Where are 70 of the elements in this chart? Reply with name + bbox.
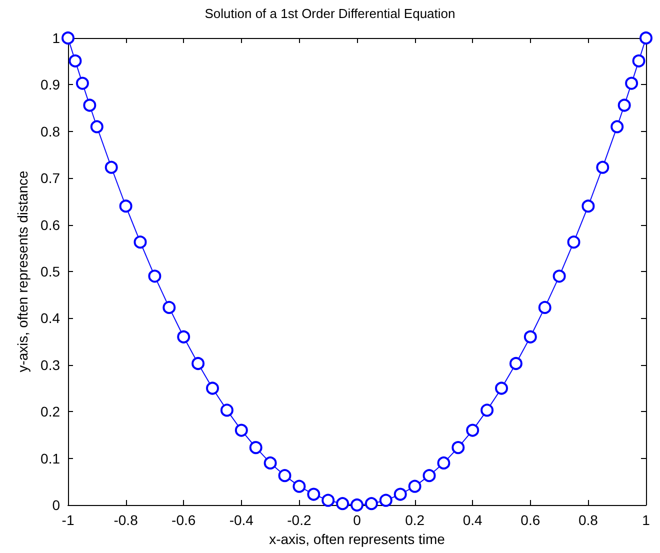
point (206, 382, 219, 395)
point (640, 32, 652, 44)
point (632, 54, 646, 68)
y-tick-label: 0.8 (40, 123, 60, 140)
point (364, 497, 378, 510)
chart-title: Solution of a 1st Order Differential Equation (204, 6, 456, 21)
point (234, 424, 248, 437)
point (394, 488, 407, 501)
point (90, 120, 104, 134)
x-axis-title: x-axis, often represents time (269, 530, 446, 547)
point (134, 236, 147, 249)
point (148, 270, 162, 283)
y-tick-label: 0.2 (40, 404, 60, 420)
x-tick-label: 0.6 (520, 512, 540, 528)
point (322, 494, 335, 507)
y-tick-label: 0.4 (40, 310, 60, 326)
point (408, 480, 422, 493)
point (567, 236, 580, 249)
point (68, 54, 82, 68)
point (480, 404, 494, 417)
point (422, 469, 436, 482)
point (538, 300, 552, 314)
point (552, 270, 566, 283)
point (76, 76, 89, 90)
point (62, 32, 74, 44)
x-tick-label: 0 (353, 512, 362, 528)
point (307, 488, 320, 501)
point (162, 300, 176, 314)
point (509, 357, 522, 370)
point (596, 160, 610, 174)
y-tick-label: 0 (52, 497, 60, 513)
point (350, 498, 364, 512)
y-tick-label: 0.3 (40, 356, 60, 373)
x-tick-label: 0.8 (578, 512, 598, 528)
point (495, 382, 508, 395)
y-tick-label: 0.7 (40, 170, 60, 186)
y-tick-label: 0.6 (40, 216, 60, 233)
point (264, 456, 277, 470)
point (249, 441, 262, 454)
point (336, 497, 350, 510)
x-tick-label: -0.6 (172, 512, 196, 528)
point (466, 424, 480, 437)
point (83, 98, 96, 112)
x-tick-label: 0.2 (405, 512, 425, 528)
x-tick-label: -1 (62, 512, 74, 528)
y-tick-label: 0.1 (40, 450, 60, 466)
point (177, 330, 190, 344)
x-tick-label: 1 (642, 512, 650, 528)
point (292, 480, 306, 493)
point (192, 357, 205, 370)
point (278, 469, 292, 482)
point (119, 200, 132, 213)
point (625, 76, 638, 90)
point (220, 404, 234, 417)
point (379, 494, 392, 507)
y-tick-label: 0.9 (40, 76, 60, 93)
point (610, 120, 624, 134)
point (437, 456, 450, 470)
point (104, 160, 118, 174)
y-tick-label: 1 (52, 30, 60, 46)
x-tick-label: -0.4 (229, 512, 254, 528)
point (524, 330, 537, 344)
x-tick-label: -0.2 (287, 512, 312, 528)
point (452, 441, 465, 454)
point (618, 98, 631, 112)
x-tick-label: -0.8 (114, 512, 138, 528)
x-tick-label: 0.4 (462, 512, 483, 528)
point (582, 200, 595, 213)
y-tick-label: 0.5 (40, 264, 60, 280)
y-axis-title: y-axis, often represents distance (14, 170, 31, 372)
